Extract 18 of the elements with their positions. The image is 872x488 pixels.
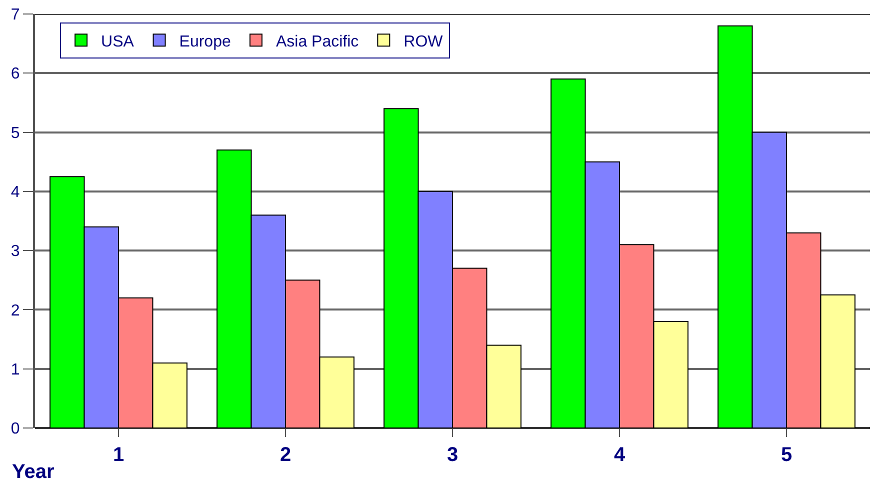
y-tick-label: 4 (10, 184, 20, 202)
legend-label: Europe (179, 33, 231, 50)
legend-label: USA (101, 33, 134, 50)
y-tick-label: 6 (10, 66, 20, 83)
legend-label: Asia Pacific (276, 33, 359, 50)
x-tick-label: 5 (780, 444, 792, 466)
y-tick-label: 7 (10, 6, 20, 24)
x-tick-label: 2 (280, 444, 292, 466)
y-tick-label: 0 (10, 420, 20, 438)
x-tick-label: 1 (112, 444, 124, 466)
legend-label: ROW (404, 33, 444, 50)
x-axis-title: Year (12, 461, 54, 483)
x-tick-label: 4 (614, 444, 626, 466)
y-tick-label: 2 (10, 302, 20, 320)
x-tick-label: 3 (446, 444, 458, 466)
y-tick-label: 3 (10, 243, 20, 260)
y-tick-label: 1 (10, 361, 20, 378)
y-tick-label: 5 (10, 124, 20, 142)
